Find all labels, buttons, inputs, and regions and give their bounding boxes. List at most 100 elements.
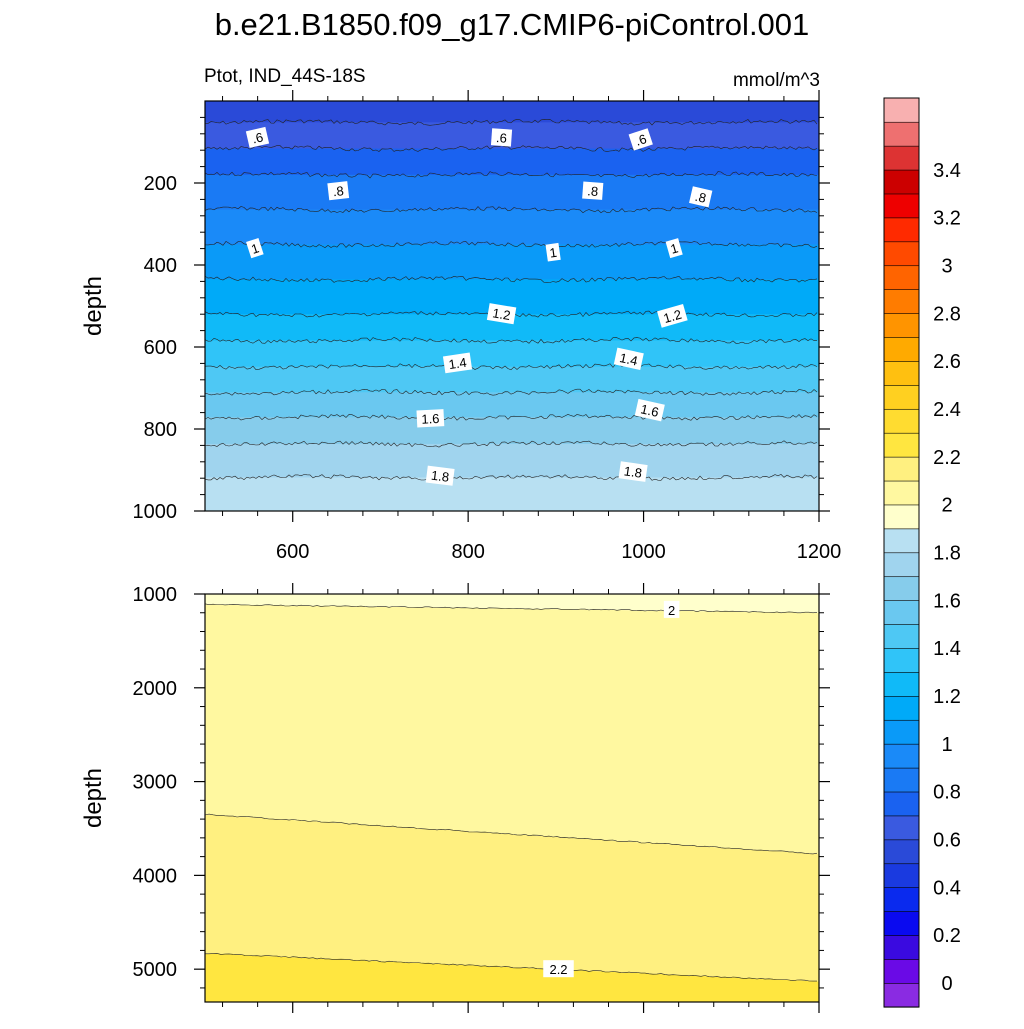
contour-band <box>205 340 819 368</box>
contour-band <box>205 814 819 982</box>
contour-band <box>205 148 819 176</box>
contour-band <box>205 209 819 246</box>
colorbar-swatch <box>883 432 920 458</box>
contour-label: .6 <box>628 128 653 151</box>
upper-fill <box>205 101 819 511</box>
contour-label: 1.8 <box>618 461 648 482</box>
contour-label-text: 1.2 <box>662 307 683 326</box>
colorbar-label: 0.6 <box>933 830 961 852</box>
contour-label-text: .6 <box>496 130 508 146</box>
colorbar-swatch <box>883 145 920 171</box>
colorbar-swatch <box>883 719 920 745</box>
contour-label-text: 2.2 <box>549 962 567 977</box>
colorbar-label: 3.2 <box>933 208 961 230</box>
lower-contours <box>205 603 818 982</box>
contour-label: 1 <box>246 238 264 259</box>
x-tick-label: 1000 <box>621 541 666 563</box>
contour-line <box>205 145 818 152</box>
x-tick-label: 800 <box>451 541 484 563</box>
contour-line <box>205 171 818 179</box>
colorbar-swatch <box>883 911 920 936</box>
variable-region-label: Ptot, IND_44S-18S <box>204 66 366 87</box>
colorbar-label: 1.8 <box>933 543 961 565</box>
contour-label-box <box>665 238 683 259</box>
contour-line <box>205 413 818 421</box>
x-tick-label: 1200 <box>797 541 842 563</box>
contour-band <box>205 953 819 1002</box>
colorbar-label: 2.4 <box>933 399 961 421</box>
y-tick-label: 600 <box>144 337 177 359</box>
contour-label-text: 1 <box>249 240 260 256</box>
y-tick-label: 2000 <box>133 678 178 700</box>
contour-label-text: 1.6 <box>639 401 660 420</box>
contour-label-box <box>582 181 604 200</box>
contour-label-text: .8 <box>587 183 599 199</box>
colorbar-swatch <box>883 863 920 888</box>
colorbar-label: 2 <box>941 495 952 517</box>
x-tick-label: 600 <box>276 541 309 563</box>
colorbar-label: 2.8 <box>933 303 961 325</box>
contour-label-box <box>545 242 561 262</box>
y-axis-label: depth <box>80 276 107 336</box>
contour-band <box>205 122 819 150</box>
contour-label: 1 <box>665 238 683 259</box>
colorbar-swatch <box>883 958 920 984</box>
colorbar-swatch <box>883 791 920 817</box>
y-tick-label: 4000 <box>133 865 178 887</box>
contour-label: .6 <box>245 126 270 148</box>
contour-line <box>205 241 818 248</box>
colorbar-swatch <box>883 623 920 649</box>
colorbar-swatch <box>883 456 920 482</box>
colorbar-swatch <box>883 241 920 267</box>
colorbar-swatch <box>883 934 920 960</box>
colorbar-label: 1 <box>941 734 952 756</box>
contour-line <box>205 336 817 344</box>
colorbar-swatch <box>883 695 920 721</box>
contour-label-text: .8 <box>332 183 344 199</box>
contour-band <box>205 101 819 124</box>
colorbar-swatch <box>883 169 920 195</box>
colorbar-frame <box>883 97 920 1008</box>
contour-label-box <box>442 352 473 374</box>
contour-label: 1.6 <box>416 409 445 428</box>
contour-label: 1.4 <box>613 347 644 370</box>
colorbar-swatch <box>883 360 920 386</box>
lower-frame <box>204 593 820 1003</box>
contour-line <box>205 363 818 371</box>
contour-label-box <box>663 600 680 618</box>
colorbar: 0 0.2 0.4 0.6 0.8 1 1.2 1.4 1.6 1.8 2 2.2 2.4 2.6 2.8 3… <box>883 97 961 1008</box>
colorbar-label: 1.6 <box>933 590 961 612</box>
contour-line <box>205 388 818 396</box>
contour-band <box>205 477 819 511</box>
colorbar-swatch <box>883 97 920 123</box>
colorbar-swatch <box>883 743 920 769</box>
contour-line <box>205 118 818 126</box>
contour-label-box <box>416 409 445 428</box>
contour-label-box <box>657 303 688 328</box>
lower-fill <box>205 594 819 1002</box>
contour-label: 1.8 <box>425 465 455 486</box>
colorbar-label: 1.2 <box>933 686 961 708</box>
contour-label-box <box>246 238 264 259</box>
lower-panel: 2 2.2 1000 2000 3000 4000 5000 depth <box>80 583 830 1013</box>
contour-band <box>205 392 819 419</box>
chart-title: b.e21.B1850.f09_g17.CMIP6-piControl.001 <box>215 7 810 42</box>
contour-label: 2.2 <box>543 960 574 978</box>
contour-line <box>205 275 818 283</box>
contour-label-box <box>628 128 653 151</box>
colorbar-label: 3 <box>941 255 952 277</box>
y-tick-label: 400 <box>144 255 177 277</box>
colorbar-label: 0.4 <box>933 877 961 899</box>
contour-label: 1.4 <box>442 352 473 374</box>
contour-label-box <box>245 126 270 148</box>
contour-label-box <box>689 186 713 208</box>
colorbar-label: 0 <box>941 973 952 995</box>
colorbar-swatch <box>883 504 920 530</box>
colorbar-label: 1.4 <box>933 638 961 660</box>
colorbar-swatch <box>883 336 920 362</box>
contour-line <box>205 474 818 481</box>
colorbar-swatch <box>883 576 920 601</box>
contour-label-box <box>490 128 513 147</box>
